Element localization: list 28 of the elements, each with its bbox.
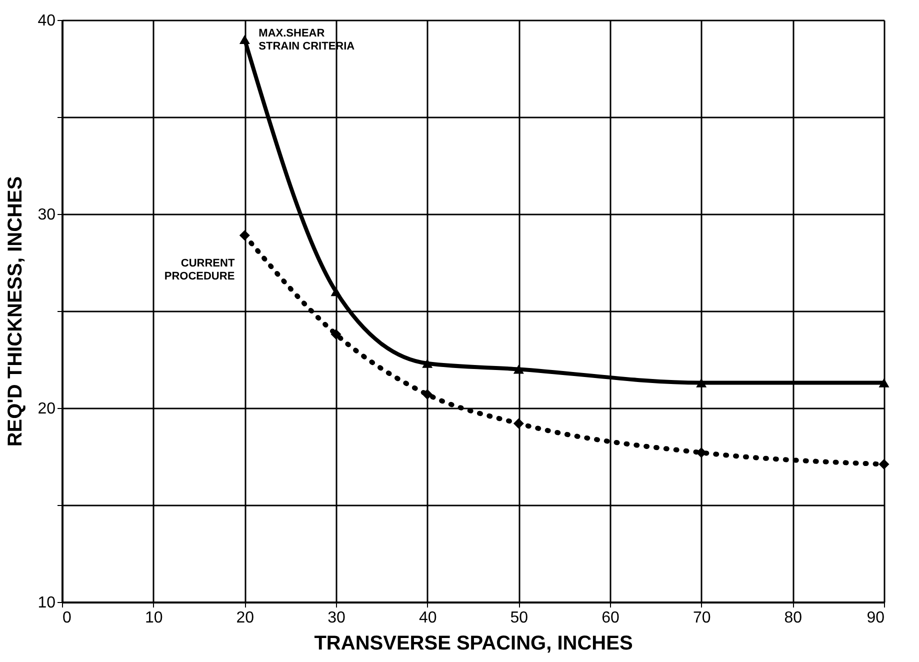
point (239, 230, 250, 241)
y-axis-title: REQ'D THICKNESS, INCHES (4, 176, 27, 447)
x-tick-label: 80 (784, 610, 802, 626)
x-tick-label: 90 (866, 610, 885, 626)
point (422, 389, 433, 400)
point (422, 358, 433, 368)
y-tick-label: 20 (38, 400, 56, 418)
point (330, 329, 342, 340)
point (878, 459, 890, 470)
x-tick-label: 70 (692, 610, 711, 626)
point (878, 378, 890, 388)
y-tick-label: 30 (38, 206, 56, 224)
x-tick-label: 20 (236, 610, 254, 626)
x-tick-label: 60 (602, 610, 620, 626)
x-tick-label: 50 (510, 610, 528, 626)
point (330, 287, 342, 296)
x-tick-label: 30 (328, 610, 346, 626)
x-axis-title: TRANSVERSE SPACING, INCHES (314, 632, 633, 654)
series-label: CURRENT PROCEDURE (164, 257, 235, 282)
y-tick-label: 10 (38, 594, 56, 612)
x-tick-label: 0 (62, 610, 72, 626)
x-tick-label: 10 (144, 610, 163, 626)
y-tick-label: 40 (38, 12, 56, 30)
x-tick-label: 40 (418, 610, 437, 626)
point (513, 364, 524, 374)
point (513, 418, 524, 429)
point (239, 34, 250, 44)
point (696, 378, 707, 388)
